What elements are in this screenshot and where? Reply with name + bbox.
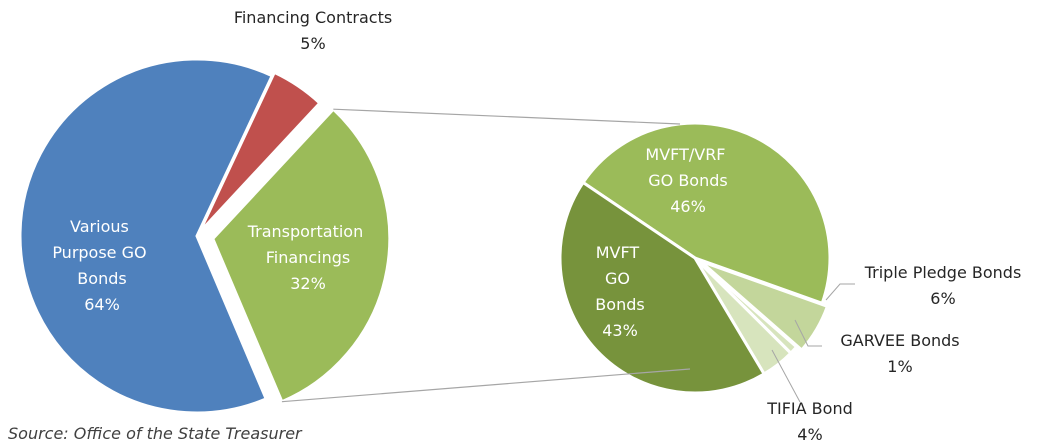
slice-label: Transportation Financings — [247, 222, 369, 267]
slice-label: GARVEE Bonds — [840, 331, 959, 350]
value-label: 4% — [797, 425, 822, 444]
value-label: 32% — [290, 274, 326, 293]
slice-label: TIFIA Bond — [766, 399, 853, 418]
leader-line — [825, 283, 855, 301]
slice-label: Various Purpose GO Bonds — [52, 217, 151, 288]
value-label: 5% — [300, 34, 325, 53]
pie-slice — [580, 121, 832, 306]
value-label: 6% — [930, 289, 955, 308]
connector-line — [333, 108, 681, 125]
slice-label: MVFT GO Bonds — [595, 243, 644, 314]
source-note: Source: Office of the State Treasurer — [8, 424, 303, 443]
slice-label: Financing Contracts — [234, 8, 392, 27]
pie-slice — [558, 180, 767, 395]
value-label: 1% — [887, 357, 912, 376]
slice-label: MVFT/VRF GO Bonds — [645, 145, 730, 190]
pie-slice — [699, 259, 830, 353]
pie-slice — [210, 107, 392, 404]
leader-line — [794, 319, 822, 347]
connector-line — [281, 368, 691, 403]
leader-line — [771, 349, 801, 403]
pie-slice — [18, 57, 275, 415]
value-label: 46% — [670, 197, 706, 216]
value-label: 64% — [84, 295, 120, 314]
value-label: 43% — [602, 321, 638, 340]
slice-label: Triple Pledge Bonds — [864, 263, 1022, 282]
pie-slice — [197, 70, 322, 234]
